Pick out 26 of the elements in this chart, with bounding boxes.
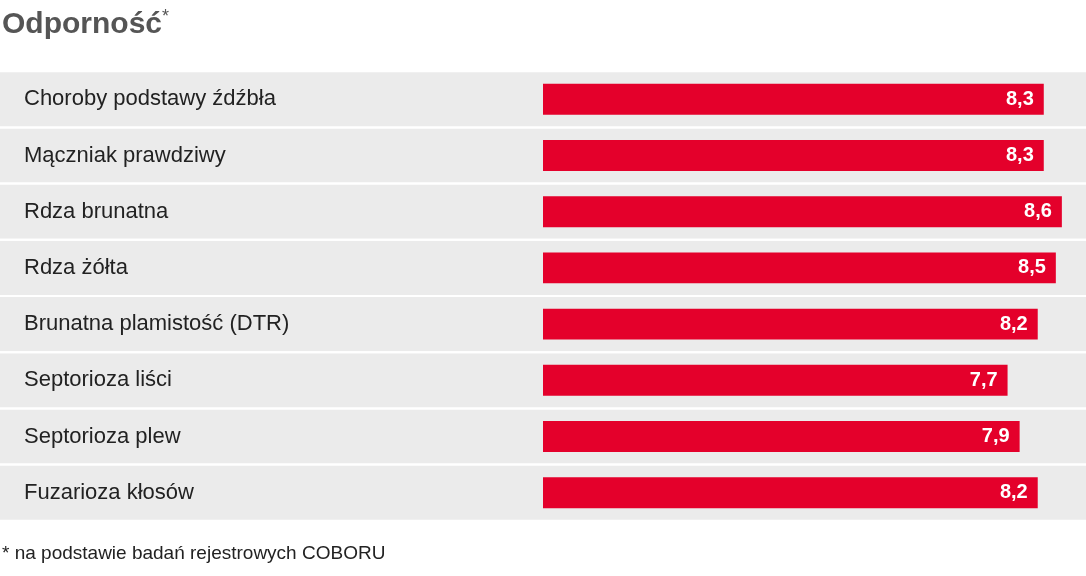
- text: Odporność$^{*}$: [2, 6, 170, 40]
- y-tick-label: Rdza brunatna: [24, 197, 170, 223]
- y-tick-label: Brunatna plamistość (DTR): [24, 310, 290, 336]
- data-label: 8,5: [1018, 255, 1046, 278]
- data-label: 8,2: [999, 480, 1028, 503]
- bar: [543, 83, 1044, 115]
- bar: [543, 196, 1062, 228]
- y-tick-label: Rdza żółta: [24, 253, 129, 279]
- y-tick-label: Septorioza plew: [24, 422, 181, 448]
- data-label: 8,6: [1024, 199, 1052, 222]
- bar: [543, 421, 1020, 452]
- bar: [543, 364, 1008, 396]
- text: * na podstawie badań rejestrowych COBORU: [2, 542, 386, 564]
- y-tick-label: Choroby podstawy źdźbła: [24, 85, 277, 111]
- bar: [543, 252, 1056, 284]
- bar: [543, 140, 1044, 171]
- data-label: 8,2: [999, 311, 1028, 334]
- y-tick-label: Fuzarioza kłosów: [24, 478, 195, 504]
- data-label: 7,7: [969, 367, 998, 390]
- bar: [543, 477, 1038, 509]
- data-label: 7,9: [981, 424, 1010, 447]
- y-tick-label: Septorioza liści: [24, 366, 172, 392]
- data-label: 8,3: [1005, 86, 1034, 109]
- data-label: 8,3: [1005, 143, 1034, 166]
- bar: [543, 308, 1038, 340]
- y-tick-label: Mączniak prawdziwy: [24, 141, 226, 167]
